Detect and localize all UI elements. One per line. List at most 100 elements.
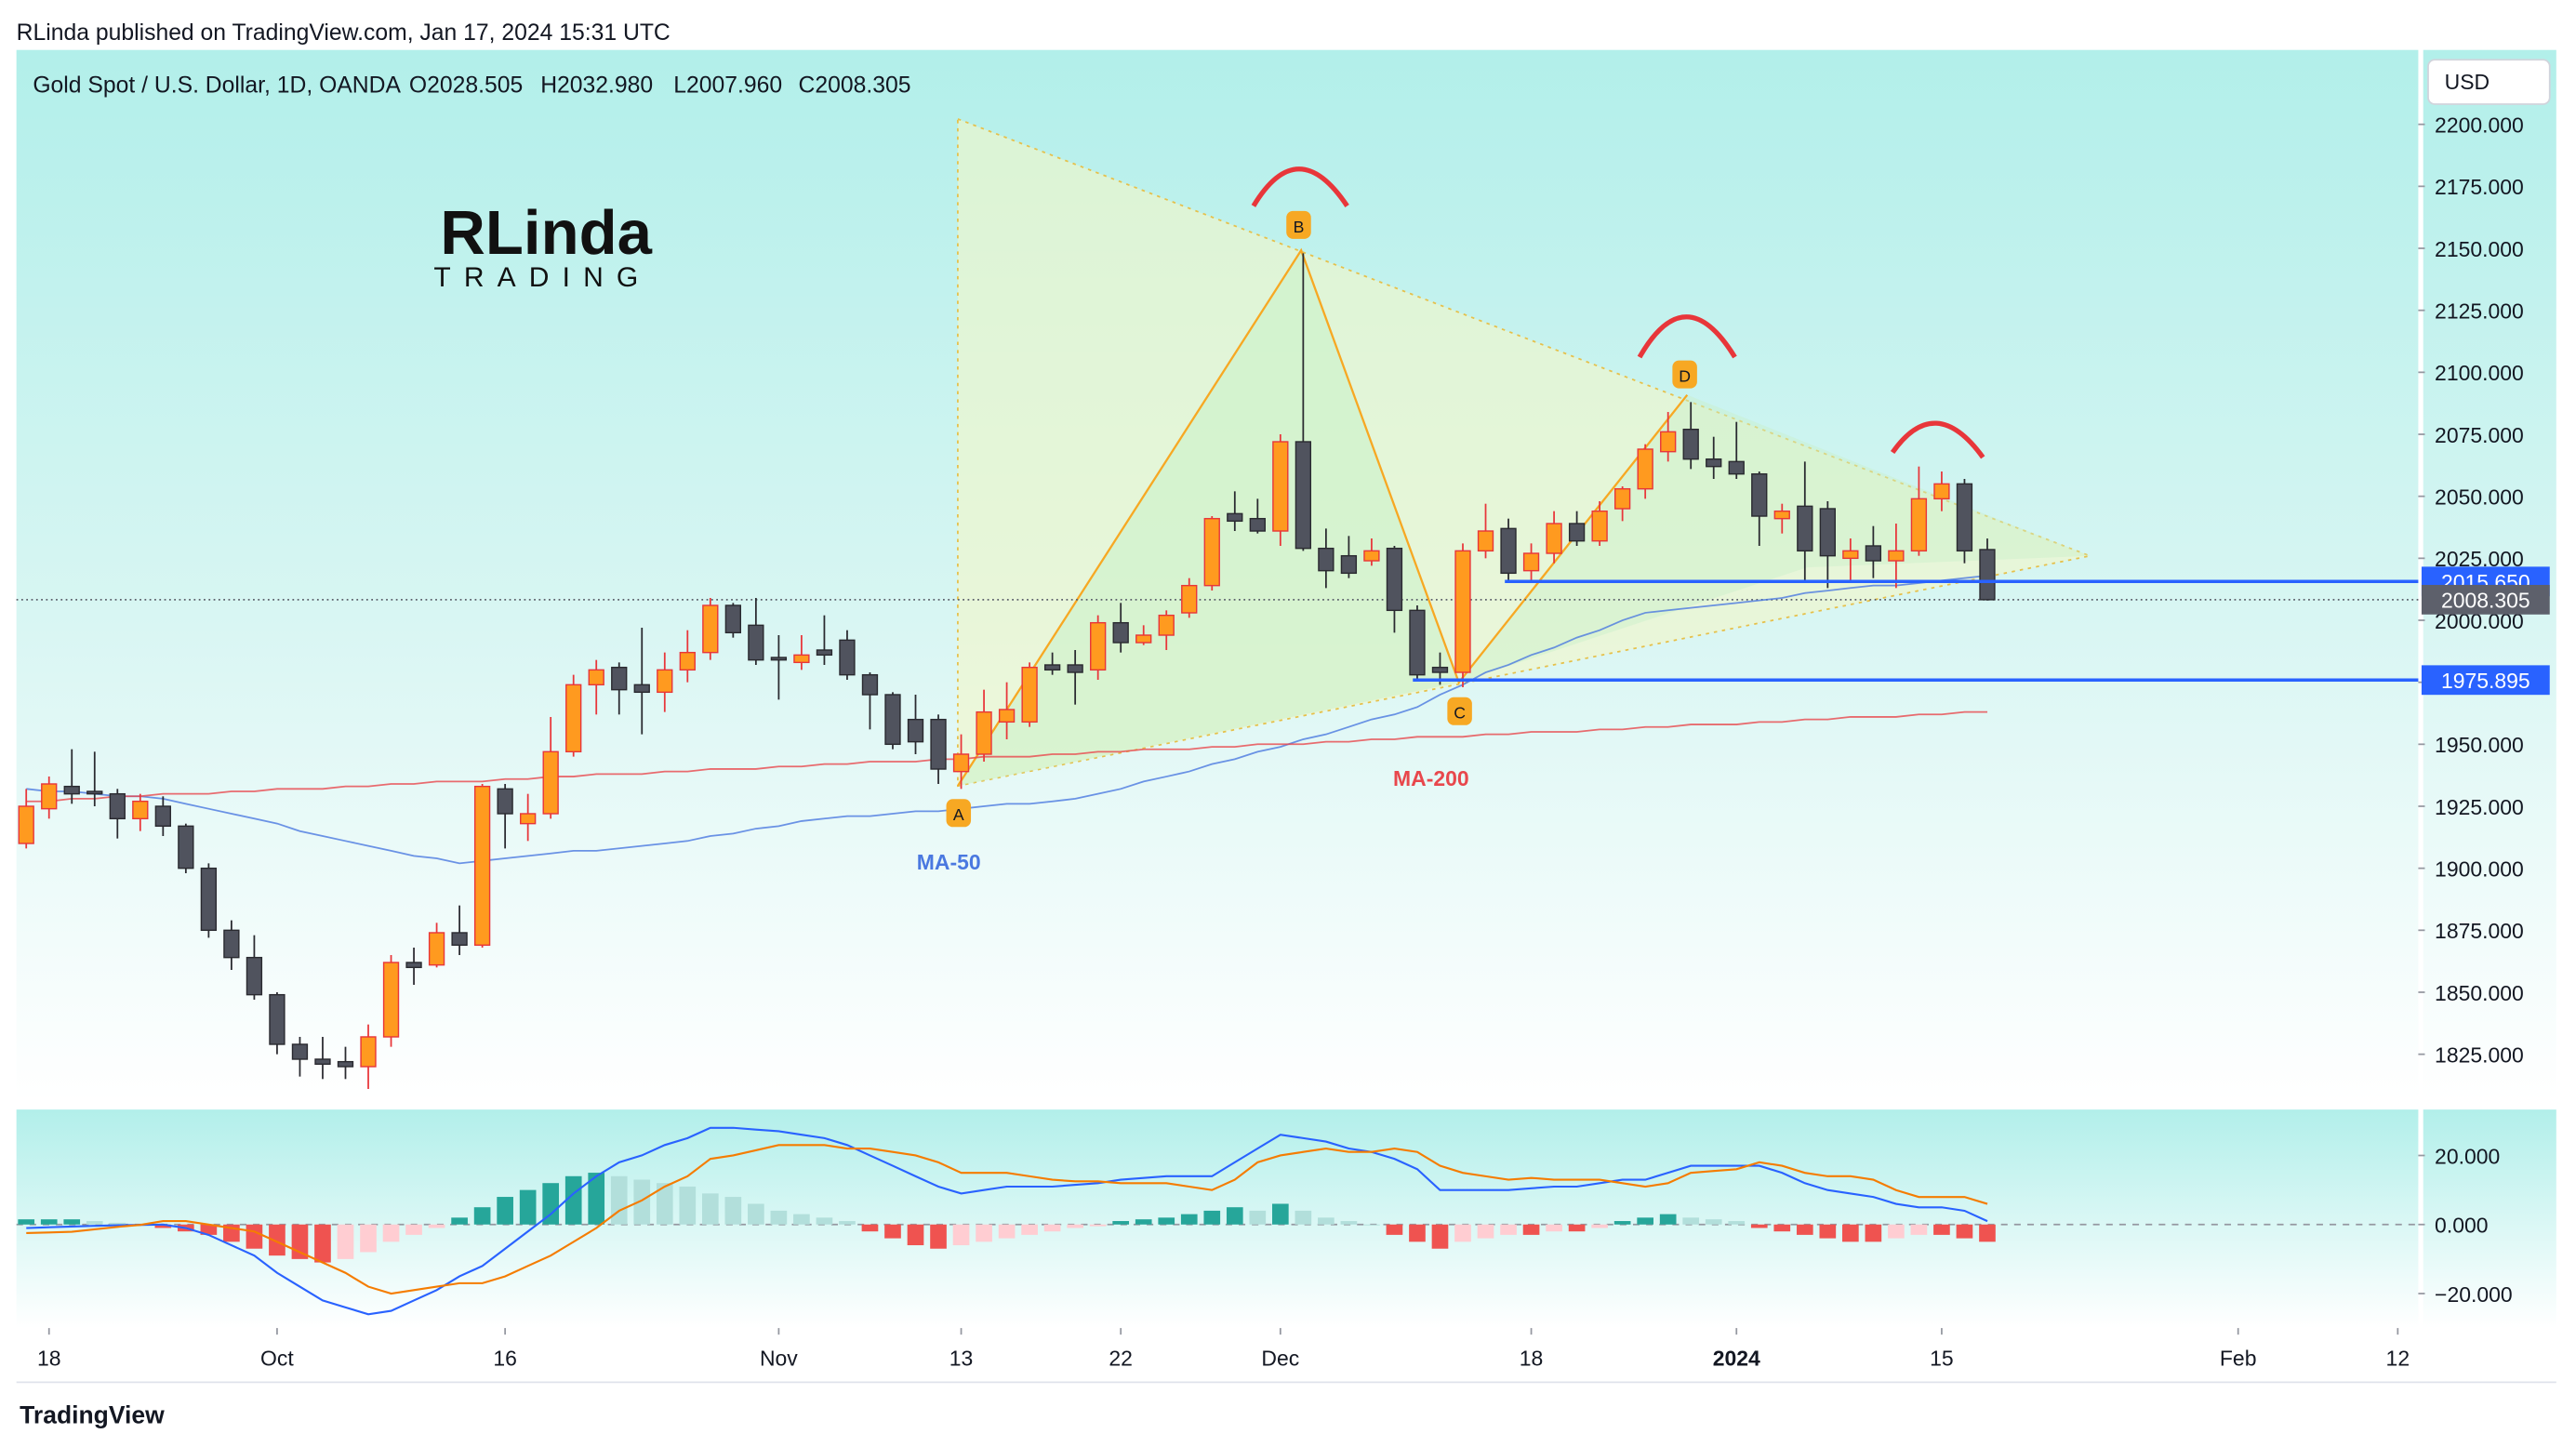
macd-line <box>26 1126 1988 1316</box>
histogram-bar <box>588 1173 605 1225</box>
histogram-bar <box>1409 1224 1426 1242</box>
histogram-bar <box>109 1222 126 1225</box>
histogram-bar <box>1431 1224 1449 1249</box>
histogram-bar <box>1203 1210 1221 1225</box>
x-tick-label: Dec <box>1261 1347 1299 1371</box>
histogram-bar <box>952 1224 970 1246</box>
histogram-bar <box>998 1224 1016 1239</box>
histogram-bar <box>564 1175 582 1225</box>
candle-body <box>952 753 970 773</box>
candle-body <box>702 604 719 654</box>
histogram-bar <box>246 1224 263 1249</box>
histogram-bar <box>154 1224 172 1228</box>
y-tick-label: 2150.000 <box>2435 237 2524 261</box>
histogram-bar <box>1728 1221 1746 1225</box>
y-tick-label: 2050.000 <box>2435 485 2524 510</box>
candle-body <box>542 750 559 815</box>
histogram-bar <box>1796 1224 1813 1235</box>
candle-body <box>1112 621 1129 644</box>
candle-body <box>1819 508 1836 557</box>
histogram-bar <box>679 1186 697 1225</box>
histogram-bar <box>1682 1217 1700 1225</box>
histogram-bar <box>200 1224 218 1235</box>
candle-body <box>1660 431 1677 453</box>
level-box <box>2421 665 2550 696</box>
histogram-bar <box>1180 1214 1198 1225</box>
top-arc <box>1251 166 1349 207</box>
x-tick-label: Nov <box>760 1347 798 1371</box>
histogram-bar <box>907 1224 924 1246</box>
candle-body <box>223 929 240 959</box>
candle-body <box>1203 517 1220 587</box>
currency-box[interactable] <box>2427 59 2551 105</box>
candle-body <box>154 805 171 828</box>
currency: USD <box>2445 70 2490 94</box>
histogram-bar <box>1226 1207 1243 1225</box>
candle-body <box>1637 448 1653 490</box>
candle-body <box>884 694 901 746</box>
candle-body <box>269 993 285 1045</box>
histogram-bar <box>1568 1224 1586 1232</box>
histogram-bar <box>473 1207 491 1225</box>
candle-body <box>1363 550 1380 562</box>
histogram-bar <box>1750 1224 1768 1228</box>
histogram-bar <box>1454 1224 1471 1242</box>
candle-body <box>1386 547 1403 612</box>
label-box <box>1672 360 1697 389</box>
y-tick-label: 2100.000 <box>2435 361 2524 385</box>
histogram-bar <box>542 1183 560 1225</box>
candle-body <box>1431 666 1449 673</box>
candle-body <box>291 1043 309 1060</box>
candle-body <box>1842 550 1859 560</box>
moving-average <box>26 710 1988 803</box>
histogram-bar <box>428 1224 445 1228</box>
candle-body <box>1728 460 1745 475</box>
histogram-bar <box>314 1224 331 1263</box>
histogram-bar <box>337 1224 354 1259</box>
histogram-bar <box>748 1203 764 1225</box>
candle-body <box>1865 545 1882 562</box>
candle-body <box>816 649 833 657</box>
pattern-labels: A B C D <box>946 210 1697 828</box>
candle-body <box>41 783 58 810</box>
candle-body <box>63 785 80 795</box>
macd-axis <box>2423 1109 2556 1329</box>
histogram-bar <box>1933 1224 1950 1235</box>
candle-body <box>633 684 650 694</box>
candle-body <box>1910 498 1928 552</box>
candle-body <box>839 639 856 676</box>
candle-body <box>1773 510 1790 520</box>
moving-average <box>26 575 1988 865</box>
candle-body <box>793 654 810 664</box>
y-tick-label: 1875.000 <box>2435 919 2524 943</box>
candle-body <box>451 932 468 947</box>
y-tick-label: 1825.000 <box>2435 1042 2524 1067</box>
candle-body <box>1568 523 1586 542</box>
histogram-bar <box>1477 1224 1494 1239</box>
histogram-bar <box>1637 1217 1653 1225</box>
candle-body <box>588 669 604 686</box>
candle-body <box>1227 512 1243 523</box>
candle-body <box>998 709 1016 724</box>
histogram-bar <box>1295 1210 1312 1225</box>
candle-body <box>565 684 582 753</box>
histogram-bar <box>1135 1219 1152 1225</box>
x-tick-label: 18 <box>37 1347 61 1371</box>
candle-body <box>679 651 696 671</box>
candle-body <box>907 718 924 743</box>
x-tick-label: 18 <box>1520 1347 1544 1371</box>
histogram-bar <box>1865 1224 1882 1242</box>
candle-body <box>360 1036 377 1068</box>
pattern-label: C <box>1454 704 1466 723</box>
y-tick-label: 2175.000 <box>2435 175 2524 199</box>
candle-body <box>861 673 879 696</box>
candle-body <box>1613 487 1631 510</box>
histogram-bar <box>770 1210 788 1225</box>
candle-body <box>109 792 126 820</box>
x-tick-label: 16 <box>493 1347 517 1371</box>
histogram-bar <box>1705 1219 1722 1225</box>
candle-body <box>1546 523 1562 554</box>
published-line: RLinda published on TradingView.com, Jan… <box>17 20 671 46</box>
candle-body <box>1272 441 1289 532</box>
